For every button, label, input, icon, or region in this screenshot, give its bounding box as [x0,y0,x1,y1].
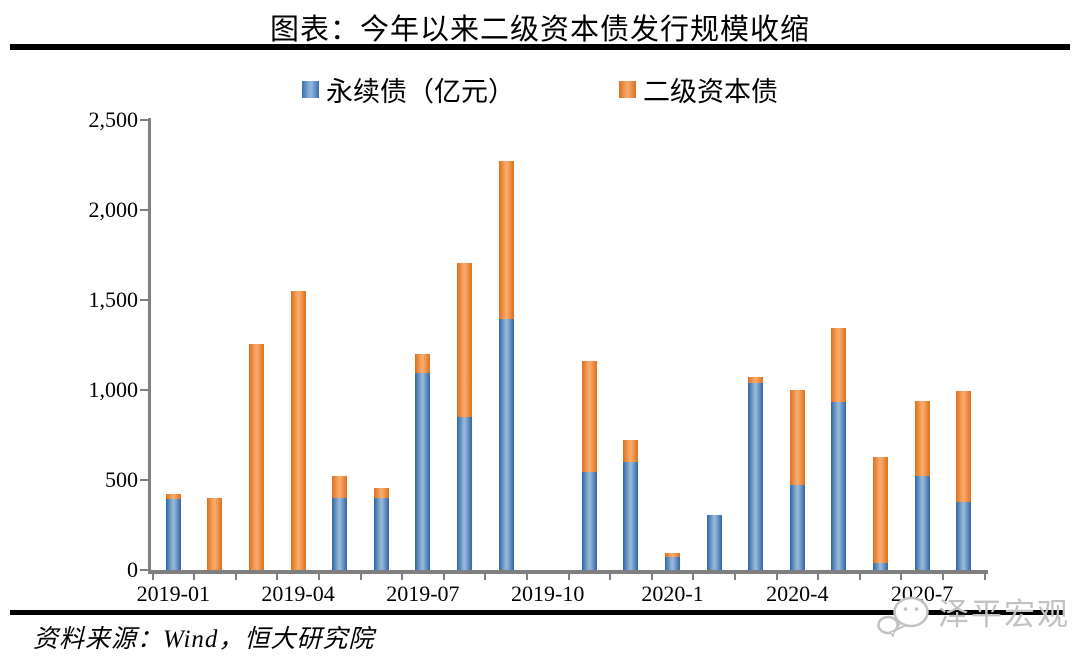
bar-tier2-2019-02 [207,498,223,570]
x-axis-tick [650,574,653,580]
bar-tier2-2019-07 [415,354,431,373]
figure-title: 图表：今年以来二级资本债发行规模收缩 [269,14,810,46]
x-axis-tick [401,574,404,580]
x-axis-tick [151,574,154,580]
bar-tier2-2019-04 [290,291,306,570]
x-axis-tick [692,574,695,580]
x-axis-tick [609,574,612,580]
x-axis-line [148,570,988,574]
x-axis-tick [775,574,778,580]
x-axis-tick [234,574,237,580]
bar-perpetual-2019-12 [623,462,639,570]
x-axis-tick-label: 2019-07 [386,581,460,606]
legend-label-perpetual-bond: 永续债（亿元） [326,77,515,107]
y-axis-tick [140,569,148,571]
x-axis-tick-label: 2019-01 [136,581,210,606]
x-axis-tick-label: 2019-04 [261,581,335,606]
bar-tier2-2019-03 [249,344,264,570]
bar-perpetual-2019-01 [165,498,181,570]
bar-tier2-2020-1 [665,552,680,558]
y-axis-tick-label: 2,000 [88,197,139,222]
bar-perpetual-2020-6 [873,562,888,570]
bar-perpetual-2019-05 [332,498,348,570]
bar-tier2-2019-05 [332,475,348,498]
legend-swatch-tier2-capital-bond [619,81,636,98]
legend-item-perpetual-bond: 永续债（亿元） [302,70,515,109]
y-axis-tick [140,479,148,481]
x-axis-tick [193,574,196,580]
x-axis-tick [525,574,528,580]
bar-perpetual-2019-08 [457,417,472,570]
x-axis-tick [484,574,487,580]
x-axis-tick [858,574,861,580]
bar-tier2-2019-08 [457,263,472,417]
source-note: 资料来源：Wind，恒大研究院 [33,626,375,653]
bar-perpetual-2019-07 [415,372,431,570]
y-axis-tick [140,209,148,211]
bar-perpetual-2020-5 [831,401,847,570]
y-axis-tick-label: 0 [127,557,138,582]
bar-tier2-2019-09 [498,160,514,319]
x-axis-tick [276,574,279,580]
bar-tier2-2019-11 [581,361,597,472]
chart-legend: 永续债（亿元） 二级资本债 [0,70,1080,109]
x-axis-tick [567,574,570,580]
watermark: 泽平宏观 [876,595,1070,637]
bar-tier2-2020-6 [873,456,888,563]
watermark-text: 泽平宏观 [938,597,1070,632]
x-axis-tick-label: 2019-10 [511,581,585,606]
bar-perpetual-2019-11 [581,471,597,570]
bar-tier2-2019-12 [623,439,639,462]
y-axis-tick-label: 1,500 [88,287,139,312]
bar-perpetual-2019-06 [373,498,389,570]
x-axis-tick [442,574,445,580]
bar-tier2-2020-3 [748,376,764,383]
bar-tier2-2019-06 [373,488,389,498]
x-axis-tick-label: 2020-1 [641,581,704,606]
x-axis-tick [941,574,944,580]
y-axis-tick [140,299,148,301]
bar-perpetual-2020-3 [748,382,764,570]
y-axis-tick-label: 500 [105,467,138,492]
bar-perpetual-2020-8 [956,501,972,570]
y-axis-line [148,118,151,574]
bar-tier2-2020-5 [831,327,847,402]
x-axis-tick [900,574,903,580]
y-axis-tick-label: 1,000 [88,377,139,402]
x-axis-tick [317,574,320,580]
legend-swatch-perpetual-bond [302,81,319,98]
x-axis-tick [733,574,736,580]
wechat-chat-bubbles-icon [877,596,929,637]
bar-perpetual-2019-09 [498,318,514,570]
x-axis-tick [983,574,986,580]
bar-perpetual-2020-7 [914,476,930,570]
bar-perpetual-2020-2 [706,515,722,570]
bottom-divider [10,610,1063,615]
bar-tier2-2020-7 [914,400,930,477]
title-divider [10,44,1070,50]
x-axis-tick [359,574,362,580]
bar-tier2-2019-01 [165,494,181,499]
bar-perpetual-2020-1 [665,557,680,570]
y-axis-tick-label: 2,500 [88,107,139,132]
x-axis-tick-label: 2020-4 [766,581,829,606]
y-axis-tick [140,119,148,121]
y-axis-tick [140,389,148,391]
bar-perpetual-2020-4 [789,485,805,570]
legend-label-tier2-capital-bond: 二级资本债 [643,77,778,107]
x-axis-tick [817,574,820,580]
legend-item-tier2-capital-bond: 二级资本债 [619,70,778,109]
bar-tier2-2020-4 [789,390,805,486]
bar-tier2-2020-8 [956,390,972,502]
